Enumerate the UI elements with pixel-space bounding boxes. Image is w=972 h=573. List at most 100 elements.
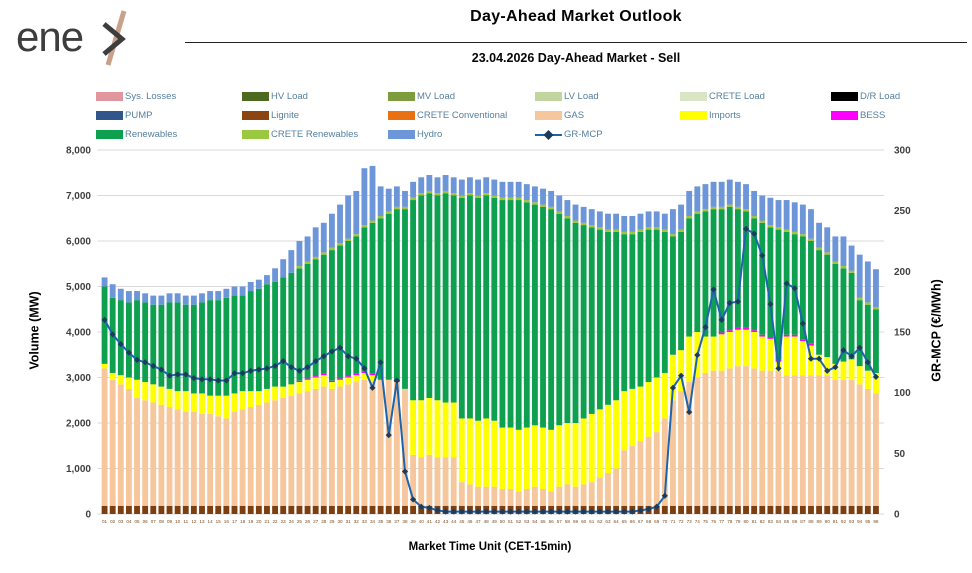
bar-hydro-13 [199,293,205,303]
legend-swatch-d-r-load [831,92,858,101]
bar-lignite-76 [710,505,717,514]
bar-renewables-25 [296,268,303,381]
bar-bess-78 [726,330,733,332]
legend-item-imports: Imports [680,109,831,122]
bar-lignite-69 [653,505,660,514]
bar-hydro-52 [515,181,522,198]
bar-gas-77 [718,370,725,506]
svg-text:42: 42 [435,519,441,524]
bar-imports-94 [856,366,863,385]
bar-renewables-39 [410,200,417,401]
bar-bess-25 [296,380,303,383]
bar-crete-renewables-28 [320,252,327,255]
legend-label-pump: PUMP [125,110,153,121]
bar-crete-renewables-52 [515,197,522,201]
bar-hydro-37 [393,186,400,207]
bar-crete-renewables-50 [499,197,506,201]
bar-renewables-90 [824,254,831,358]
bar-renewables-72 [678,231,684,351]
svg-text:13: 13 [199,519,205,524]
bar-imports-07 [150,384,157,403]
bar-renewables-81 [751,218,758,331]
gr-mcp-point-72 [677,372,685,379]
bar-gas-28 [320,386,327,506]
bar-imports-50 [499,427,506,489]
svg-text:07: 07 [151,519,157,524]
gr-mcp-point-68 [645,506,652,513]
bar-imports-16 [223,395,230,419]
bar-gas-24 [288,395,295,506]
svg-text:36: 36 [386,519,392,524]
bar-hydro-65 [621,215,628,232]
bar-hydro-45 [458,179,465,196]
enex-logo-x-chevron [102,22,126,56]
enex-logo-x-tan-stroke [105,10,127,66]
bar-hydro-86 [791,202,798,232]
svg-text:16: 16 [224,519,230,524]
bar-renewables-13 [199,302,205,394]
bar-hydro-79 [734,181,741,207]
bar-lignite-74 [694,505,701,514]
legend-item-crete-renewables: CRETE Renewables [242,128,388,141]
bar-bess-27 [312,376,319,378]
bar-imports-76 [710,336,717,371]
svg-text:93: 93 [849,519,855,524]
svg-text:85: 85 [784,519,790,524]
bar-renewables-26 [304,263,311,379]
bar-crete-renewables-43 [442,190,449,194]
bar-crete-renewables-53 [523,200,530,203]
bar-renewables-10 [174,302,181,392]
bar-renewables-08 [158,304,165,387]
title-rule [185,42,967,43]
bar-crete-renewables-83 [767,225,774,228]
bar-gas-48 [483,486,490,506]
legend-label-gas: GAS [564,110,585,121]
bar-hydro-89 [816,222,823,248]
gr-mcp-point-66 [629,508,636,515]
bar-crete-renewables-46 [467,193,473,196]
svg-text:38: 38 [402,519,408,524]
bar-renewables-30 [337,245,343,379]
bar-crete-renewables-56 [548,206,555,210]
bar-lignite-92 [840,505,847,514]
bar-hydro-93 [848,245,855,271]
bar-renewables-55 [540,206,546,428]
legend-swatch-pump [96,111,123,120]
bar-hydro-57 [556,195,563,212]
svg-text:10: 10 [175,519,181,524]
bar-hydro-56 [548,190,555,207]
bar-renewables-43 [442,193,449,403]
svg-text:46: 46 [467,519,473,524]
bar-crete-renewables-73 [686,215,693,219]
gr-mcp-point-03 [117,341,124,348]
svg-text:55: 55 [540,519,546,524]
bar-hydro-58 [564,200,571,216]
y-axis-left-labels: 0 1,000 2,000 3,000 4,000 5,000 6,000 7,000 8,00… [66,146,91,521]
bar-hydro-69 [653,211,660,228]
bar-bess-33 [361,371,368,373]
gr-mcp-point-30 [336,344,344,351]
bar-gas-59 [572,486,579,506]
bar-hydro-49 [491,179,498,196]
gr-mcp-point-90 [824,367,831,374]
bar-imports-86 [791,336,798,376]
legend-label-d-r-load: D/R Load [860,91,901,102]
bar-gas-07 [150,402,157,506]
bar-bess-85 [783,334,790,337]
gr-mcp-point-79 [734,298,742,305]
bar-gas-65 [621,450,628,506]
bar-lignite-22 [272,505,278,514]
bar-gas-84 [775,370,782,506]
bar-imports-77 [718,334,725,371]
svg-text:50: 50 [894,449,906,460]
bar-gas-67 [637,441,644,506]
bar-crete-renewables-64 [613,229,620,232]
bar-gas-12 [190,411,197,506]
bar-crete-renewables-81 [751,215,758,219]
bar-lignite-12 [190,505,197,514]
bar-imports-49 [491,420,498,487]
gr-mcp-point-55 [539,508,547,515]
bar-gas-08 [158,404,165,506]
bar-lignite-80 [743,505,749,514]
bar-hydro-47 [475,179,481,196]
